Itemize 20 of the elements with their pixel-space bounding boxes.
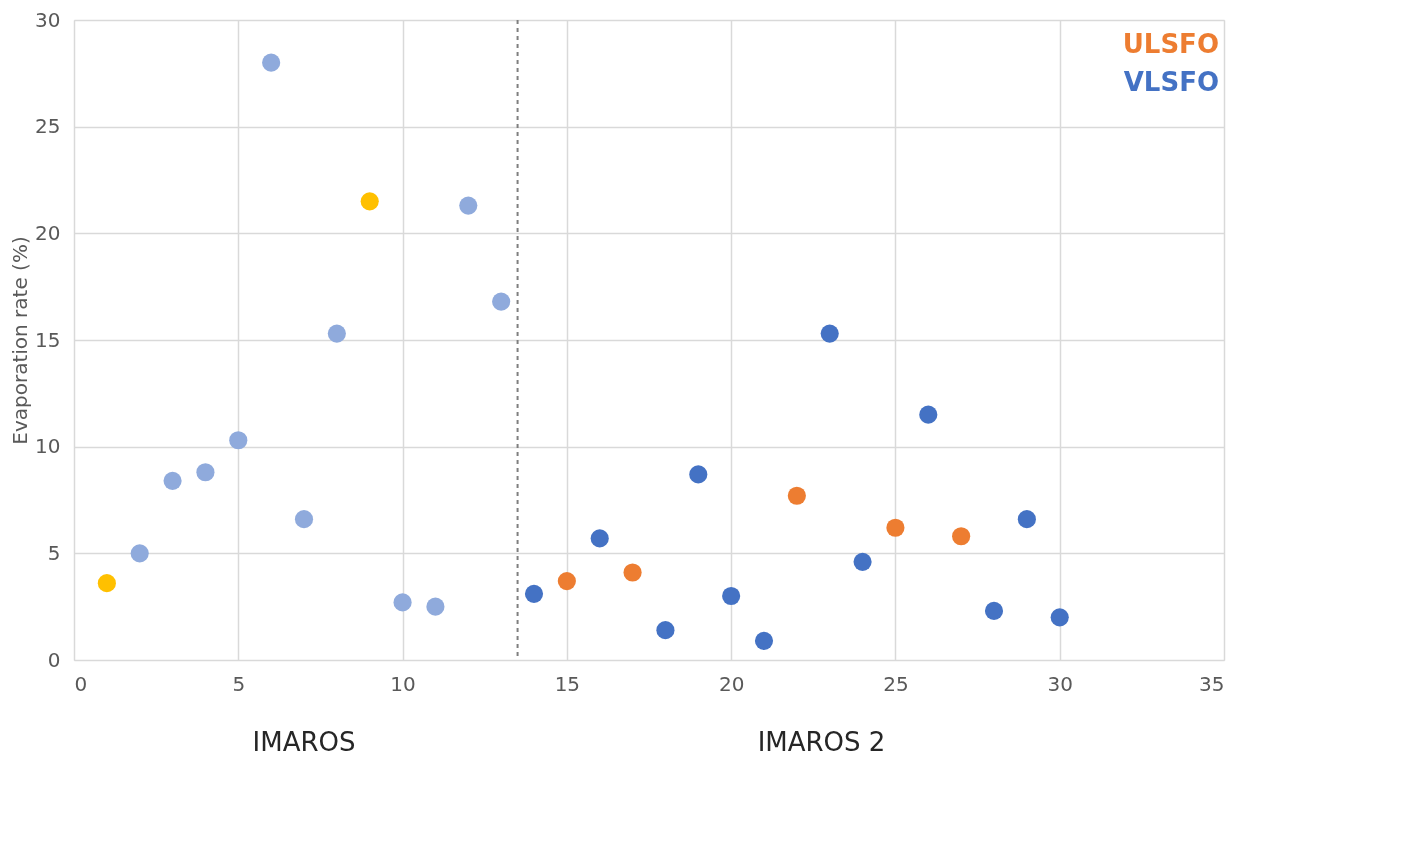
x-tick-label: 0 bbox=[74, 671, 88, 696]
text: ULSFO bbox=[1122, 29, 1219, 59]
y-tick-label: 25 bbox=[35, 114, 61, 139]
x-tick-label: 25 bbox=[883, 671, 909, 696]
x-tick-label: 5 bbox=[232, 671, 246, 696]
x-tick-label: 35 bbox=[1199, 671, 1225, 696]
y-tick-label: 20 bbox=[35, 220, 61, 245]
y-tick-label: 15 bbox=[35, 327, 61, 352]
y-tick-label: 10 bbox=[35, 434, 61, 459]
y-tick-label: 5 bbox=[47, 540, 61, 565]
y-tick-label: 30 bbox=[35, 7, 61, 32]
x-tick-label: 10 bbox=[390, 671, 416, 696]
x-tick-label: 20 bbox=[718, 671, 745, 696]
x-tick-label: 15 bbox=[554, 671, 581, 696]
text: IMAROS 2 bbox=[757, 727, 886, 757]
text: IMAROS bbox=[252, 727, 356, 757]
x-tick-label: 30 bbox=[1047, 671, 1073, 696]
y-tick-label: 0 bbox=[47, 647, 61, 672]
y-axis-title: Evaporation rate (%) bbox=[8, 236, 33, 445]
text: VLSFO bbox=[1123, 67, 1219, 97]
